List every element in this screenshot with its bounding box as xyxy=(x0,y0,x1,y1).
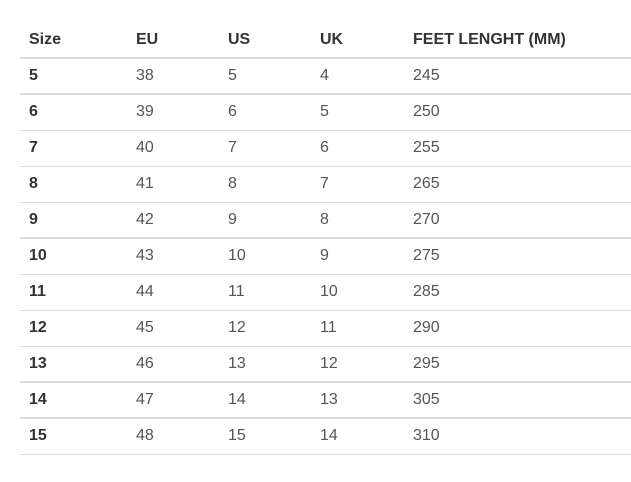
cell-size: 9 xyxy=(20,202,127,239)
cell-size: 6 xyxy=(20,94,127,131)
cell-us: 14 xyxy=(219,382,311,419)
cell-eu: 44 xyxy=(127,274,219,311)
table-row: 11 44 11 10 285 xyxy=(20,274,631,311)
table-row: 9 42 9 8 270 xyxy=(20,202,631,239)
cell-feet-length: 255 xyxy=(404,130,631,167)
cell-uk: 9 xyxy=(311,238,404,275)
header-us: US xyxy=(219,22,311,59)
cell-uk: 10 xyxy=(311,274,404,311)
cell-us: 10 xyxy=(219,238,311,275)
table-row: 5 38 5 4 245 xyxy=(20,58,631,95)
cell-eu: 39 xyxy=(127,94,219,131)
cell-us: 15 xyxy=(219,418,311,455)
cell-eu: 46 xyxy=(127,346,219,383)
cell-eu: 41 xyxy=(127,166,219,203)
cell-uk: 8 xyxy=(311,202,404,239)
header-uk: UK xyxy=(311,22,404,59)
cell-feet-length: 275 xyxy=(404,238,631,275)
cell-eu: 47 xyxy=(127,382,219,419)
cell-us: 7 xyxy=(219,130,311,167)
cell-size: 5 xyxy=(20,58,127,95)
cell-us: 12 xyxy=(219,310,311,347)
table-row: 15 48 15 14 310 xyxy=(20,418,631,455)
cell-us: 5 xyxy=(219,58,311,95)
table-row: 7 40 7 6 255 xyxy=(20,130,631,167)
cell-size: 13 xyxy=(20,346,127,383)
cell-uk: 12 xyxy=(311,346,404,383)
cell-eu: 42 xyxy=(127,202,219,239)
cell-size: 11 xyxy=(20,274,127,311)
cell-size: 10 xyxy=(20,238,127,275)
cell-size: 14 xyxy=(20,382,127,419)
cell-us: 6 xyxy=(219,94,311,131)
cell-feet-length: 295 xyxy=(404,346,631,383)
header-eu: EU xyxy=(127,22,219,59)
table-row: 13 46 13 12 295 xyxy=(20,346,631,383)
cell-feet-length: 310 xyxy=(404,418,631,455)
cell-feet-length: 290 xyxy=(404,310,631,347)
cell-us: 13 xyxy=(219,346,311,383)
cell-us: 11 xyxy=(219,274,311,311)
cell-feet-length: 245 xyxy=(404,58,631,95)
cell-uk: 11 xyxy=(311,310,404,347)
cell-us: 8 xyxy=(219,166,311,203)
header-size: Size xyxy=(20,22,127,59)
cell-feet-length: 265 xyxy=(404,166,631,203)
cell-eu: 38 xyxy=(127,58,219,95)
cell-eu: 43 xyxy=(127,238,219,275)
cell-uk: 4 xyxy=(311,58,404,95)
cell-size: 8 xyxy=(20,166,127,203)
table-row: 14 47 14 13 305 xyxy=(20,382,631,419)
cell-feet-length: 270 xyxy=(404,202,631,239)
header-feet-length: FEET LENGHT (MM) xyxy=(404,22,631,59)
cell-size: 12 xyxy=(20,310,127,347)
cell-uk: 6 xyxy=(311,130,404,167)
size-chart-table: Size EU US UK FEET LENGHT (MM) 5 38 5 4 245 6… xyxy=(20,22,631,455)
cell-feet-length: 250 xyxy=(404,94,631,131)
cell-eu: 48 xyxy=(127,418,219,455)
cell-feet-length: 285 xyxy=(404,274,631,311)
table-row: 12 45 12 11 290 xyxy=(20,310,631,347)
cell-feet-length: 305 xyxy=(404,382,631,419)
cell-uk: 5 xyxy=(311,94,404,131)
header-row: Size EU US UK FEET LENGHT (MM) xyxy=(20,22,631,59)
cell-eu: 40 xyxy=(127,130,219,167)
cell-uk: 7 xyxy=(311,166,404,203)
table-row: 6 39 6 5 250 xyxy=(20,94,631,131)
cell-size: 15 xyxy=(20,418,127,455)
cell-us: 9 xyxy=(219,202,311,239)
cell-eu: 45 xyxy=(127,310,219,347)
cell-uk: 14 xyxy=(311,418,404,455)
cell-size: 7 xyxy=(20,130,127,167)
table-row: 10 43 10 9 275 xyxy=(20,238,631,275)
table-row: 8 41 8 7 265 xyxy=(20,166,631,203)
cell-uk: 13 xyxy=(311,382,404,419)
